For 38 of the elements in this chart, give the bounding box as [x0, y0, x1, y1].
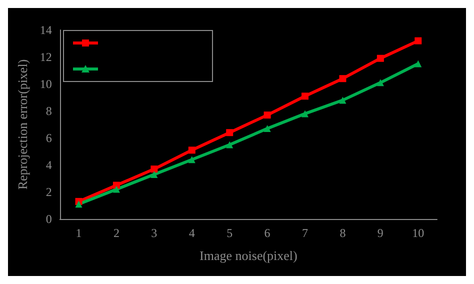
x-tick-label: 10: [412, 226, 424, 240]
y-tick-label: 14: [40, 23, 52, 37]
point: [188, 156, 196, 164]
point: [302, 110, 309, 118]
point: [414, 60, 422, 68]
y-tick-label: 4: [46, 158, 52, 172]
point: [339, 96, 346, 104]
y-tick-label: 2: [46, 185, 52, 199]
x-axis-title: Image noise(pixel): [200, 248, 298, 263]
x-tick-label: 5: [226, 226, 233, 240]
point: [264, 112, 271, 119]
point: [226, 141, 234, 148]
point: [112, 186, 120, 193]
x-tick-label: 3: [151, 226, 158, 240]
y-tick-label: 10: [40, 77, 52, 91]
y-tick-label: 0: [46, 212, 52, 226]
x-tick-label: 9: [377, 226, 384, 240]
point: [150, 166, 158, 173]
point: [414, 37, 422, 44]
point: [302, 92, 309, 100]
x-tick-label: 2: [113, 226, 120, 240]
y-tick-label: 12: [40, 50, 52, 64]
y-axis-title: Reprojection error(pixel): [15, 59, 30, 190]
y-tick-label: 8: [46, 104, 52, 118]
point: [226, 129, 234, 136]
point: [376, 54, 384, 62]
point: [188, 146, 196, 154]
x-tick-label: 6: [264, 226, 270, 240]
point: [376, 79, 384, 86]
point: [75, 200, 82, 208]
point: [264, 125, 271, 132]
y-tick-label: 6: [46, 131, 52, 145]
x-tick-label: 7: [302, 226, 308, 240]
x-tick-label: 1: [76, 226, 82, 240]
point: [150, 170, 158, 178]
x-tick-label: 8: [340, 226, 346, 240]
point: [339, 75, 346, 82]
x-tick-label: 4: [188, 226, 195, 240]
